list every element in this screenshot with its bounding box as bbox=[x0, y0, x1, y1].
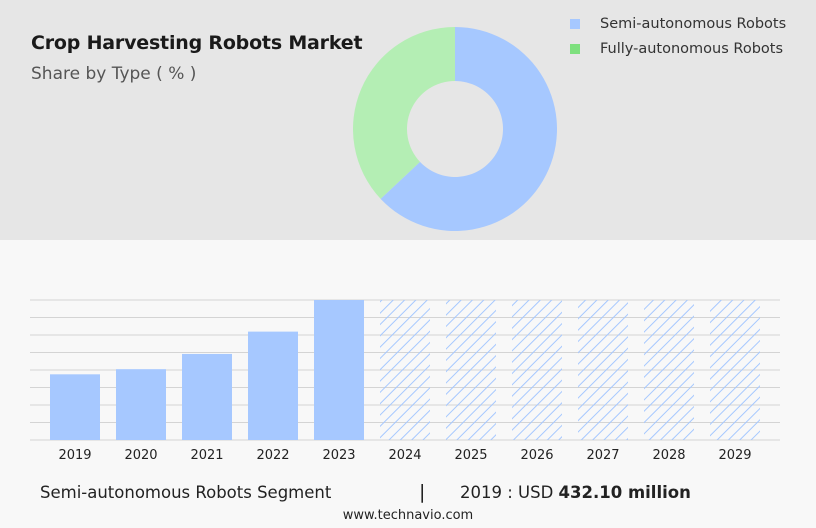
forecast-bar-2025 bbox=[446, 300, 496, 440]
segment-label: Semi-autonomous Robots Segment bbox=[40, 483, 332, 502]
bar-2023 bbox=[314, 300, 364, 440]
segment-value: 2019 : USD 432.10 million bbox=[460, 483, 691, 502]
source-credit: www.technavio.com bbox=[342, 508, 474, 523]
forecast-bar-2029 bbox=[710, 300, 760, 440]
donut-slice-semi-autonomous-robots bbox=[380, 27, 557, 231]
donut-slice-fully-autonomous-robots bbox=[353, 27, 455, 199]
x-tick-label: 2020 bbox=[124, 448, 157, 463]
bar-2020 bbox=[116, 369, 166, 440]
x-tick-label: 2021 bbox=[190, 448, 223, 463]
legend-swatch bbox=[570, 44, 580, 54]
bar-2019 bbox=[50, 374, 100, 440]
x-tick-label: 2029 bbox=[718, 448, 751, 463]
bar-chart: 2019 2020 2021 2022 2023 2024 2025 2026 2027 2028… bbox=[30, 299, 780, 463]
legend-swatch bbox=[570, 19, 580, 29]
forecast-bar-2028 bbox=[644, 300, 694, 440]
legend-item-semi-autonomous: Semi-autonomous Robots bbox=[570, 16, 800, 32]
legend-label: Semi-autonomous Robots bbox=[600, 16, 787, 32]
forecast-bar-2026 bbox=[512, 300, 562, 440]
x-tick-label: 2027 bbox=[586, 448, 619, 463]
donut-chart bbox=[353, 27, 557, 231]
page-title: Crop Harvesting Robots Market bbox=[31, 32, 363, 54]
footer-separator: | bbox=[419, 481, 426, 503]
legend-item-fully-autonomous: Fully-autonomous Robots bbox=[570, 41, 800, 57]
x-tick-label: 2028 bbox=[652, 448, 685, 463]
x-tick-label: 2022 bbox=[256, 448, 289, 463]
segment-year: 2019 : USD bbox=[460, 483, 554, 502]
x-tick-label: 2025 bbox=[454, 448, 487, 463]
x-tick-label: 2023 bbox=[322, 448, 355, 463]
chart-legend: Semi-autonomous Robots Fully-autonomous … bbox=[570, 16, 800, 66]
bar-2022 bbox=[248, 331, 298, 440]
forecast-bar-2024 bbox=[380, 300, 430, 440]
x-tick-label: 2024 bbox=[388, 448, 421, 463]
legend-label: Fully-autonomous Robots bbox=[600, 41, 784, 57]
bar-2021 bbox=[182, 353, 232, 440]
x-tick-label: 2026 bbox=[520, 448, 553, 463]
x-tick-label: 2019 bbox=[58, 448, 91, 463]
segment-amount: 432.10 million bbox=[558, 483, 691, 502]
forecast-bar-2027 bbox=[578, 300, 628, 440]
page-subtitle: Share by Type ( % ) bbox=[31, 64, 197, 84]
